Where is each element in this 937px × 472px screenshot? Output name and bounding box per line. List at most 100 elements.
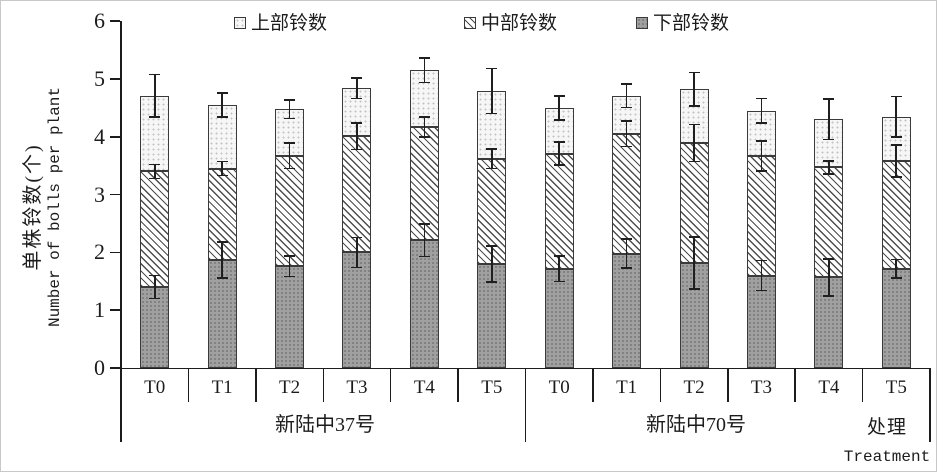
error-bar-middle-新陆中70号-T1-cap-bottom xyxy=(621,145,633,148)
error-bar-total-新陆中37号-T5-cap-bottom xyxy=(486,112,498,115)
x-tick-label-新陆中70号-T1: T1 xyxy=(616,377,638,398)
error-bar-middle-新陆中37号-T2-cap-top xyxy=(284,142,296,144)
bar-segment-lower-新陆中70号-T4 xyxy=(814,277,844,368)
bar-segment-lower-新陆中70号-T0 xyxy=(544,268,574,368)
x-cell-tick-1 xyxy=(187,368,190,402)
error-bar-total-新陆中70号-T4-cap-bottom xyxy=(823,138,835,141)
error-bar-lower-新陆中37号-T0 xyxy=(153,275,156,299)
error-bar-lower-新陆中70号-T0-cap-top xyxy=(553,255,565,257)
x-cell-tick-10 xyxy=(794,368,796,402)
error-bar-lower-新陆中37号-T0-cap-top xyxy=(149,274,161,277)
y-tick-4 xyxy=(110,136,120,138)
error-bar-lower-新陆中70号-T0-cap-bottom xyxy=(553,280,565,283)
error-bar-middle-新陆中37号-T5-cap-bottom xyxy=(486,167,498,170)
legend-label-upper: 上部铃数 xyxy=(251,12,328,34)
error-bar-total-新陆中37号-T3-cap-bottom xyxy=(351,97,363,100)
x-tick-label-新陆中37号-T1: T1 xyxy=(211,377,233,398)
x-axis-title: 处理 Treatment xyxy=(827,417,936,466)
error-bar-middle-新陆中70号-T1 xyxy=(625,121,628,147)
bar-segment-middle-新陆中37号-T4 xyxy=(409,126,439,241)
error-bar-middle-新陆中37号-T0-cap-bottom xyxy=(149,177,161,180)
error-bar-lower-新陆中37号-T1-cap-bottom xyxy=(216,277,228,279)
error-bar-lower-新陆中37号-T2 xyxy=(288,255,291,277)
x-tick-label-新陆中70号-T0: T0 xyxy=(548,377,570,398)
error-bar-lower-新陆中70号-T3-cap-bottom xyxy=(755,289,767,292)
bar-segment-middle-新陆中37号-T0 xyxy=(140,171,170,288)
bar-segment-middle-新陆中70号-T2 xyxy=(679,143,709,263)
error-bar-lower-新陆中70号-T5-cap-bottom xyxy=(890,277,902,279)
error-bar-total-新陆中37号-T3-cap-top xyxy=(351,77,363,79)
legend-swatch-middle-icon xyxy=(464,17,476,29)
legend-item-upper: 上部铃数 xyxy=(234,13,327,33)
error-bar-total-新陆中37号-T4 xyxy=(423,58,426,83)
y-tick-label-6: 6 xyxy=(94,8,105,34)
error-bar-middle-新陆中37号-T3-cap-top xyxy=(351,122,363,124)
x-group-boundary-12 xyxy=(929,368,931,442)
error-bar-lower-新陆中37号-T3-cap-top xyxy=(351,236,363,239)
error-bar-total-新陆中37号-T1-cap-top xyxy=(216,92,228,94)
error-bar-total-新陆中37号-T0 xyxy=(153,74,156,118)
error-bar-middle-新陆中70号-T3-cap-bottom xyxy=(755,170,767,172)
bar-segment-middle-新陆中70号-T0 xyxy=(544,153,574,269)
error-bar-total-新陆中70号-T0-cap-top xyxy=(553,94,565,97)
error-bar-total-新陆中37号-T3 xyxy=(356,77,358,99)
error-bar-total-新陆中37号-T0-cap-top xyxy=(149,73,161,76)
y-tick-label-2: 2 xyxy=(94,239,105,265)
bar-segment-middle-新陆中70号-T3 xyxy=(746,155,776,276)
x-axis-title-en: Treatment xyxy=(843,448,931,466)
error-bar-middle-新陆中70号-T3-cap-top xyxy=(755,140,767,142)
error-bar-middle-新陆中37号-T3-cap-bottom xyxy=(351,148,363,151)
bar-segment-lower-新陆中70号-T1 xyxy=(612,253,642,368)
error-bar-lower-新陆中37号-T2-cap-top xyxy=(284,255,296,257)
bar-segment-lower-新陆中37号-T5 xyxy=(477,263,507,368)
error-bar-middle-新陆中70号-T2-cap-bottom xyxy=(688,160,700,163)
legend-label-middle: 中部铃数 xyxy=(481,12,558,34)
y-axis-title-zh: 单株铃数(个) xyxy=(22,143,44,271)
error-bar-total-新陆中37号-T5-cap-top xyxy=(486,67,498,70)
error-bar-lower-新陆中37号-T1 xyxy=(221,241,223,278)
x-cell-tick-5 xyxy=(457,368,459,402)
error-bar-total-新陆中37号-T0-cap-bottom xyxy=(149,116,161,118)
x-cell-tick-7 xyxy=(592,368,594,402)
error-bar-total-新陆中70号-T3 xyxy=(760,98,763,123)
error-bar-total-新陆中70号-T3-cap-bottom xyxy=(755,122,767,124)
error-bar-middle-新陆中37号-T2-cap-bottom xyxy=(284,167,296,170)
error-bar-lower-新陆中37号-T2-cap-bottom xyxy=(284,275,296,278)
error-bar-lower-新陆中70号-T3-cap-top xyxy=(755,259,767,262)
error-bar-total-新陆中70号-T5-cap-bottom xyxy=(890,136,902,138)
error-bar-lower-新陆中70号-T1-cap-top xyxy=(621,238,633,240)
error-bar-middle-新陆中37号-T5-cap-top xyxy=(486,148,498,150)
bar-segment-middle-新陆中70号-T5 xyxy=(881,161,911,269)
error-bar-total-新陆中70号-T5-cap-top xyxy=(890,95,902,98)
error-bar-middle-新陆中70号-T2 xyxy=(693,124,695,162)
error-bar-middle-新陆中70号-T0-cap-top xyxy=(553,141,565,143)
x-cell-tick-2 xyxy=(255,368,257,402)
error-bar-lower-新陆中37号-T4-cap-bottom xyxy=(418,255,430,258)
error-bar-middle-新陆中37号-T0 xyxy=(153,164,156,179)
error-bar-middle-新陆中37号-T5 xyxy=(490,148,493,169)
error-bar-lower-新陆中70号-T5 xyxy=(895,259,898,278)
error-bar-middle-新陆中70号-T0 xyxy=(558,142,560,166)
error-bar-middle-新陆中37号-T4-cap-top xyxy=(418,116,430,118)
x-tick-label-新陆中37号-T5: T5 xyxy=(481,377,503,398)
x-tick-label-新陆中37号-T2: T2 xyxy=(278,377,301,398)
bar-segment-middle-新陆中37号-T3 xyxy=(342,136,372,253)
error-bar-total-新陆中70号-T1-cap-top xyxy=(621,83,633,85)
error-bar-total-新陆中70号-T2 xyxy=(693,72,695,107)
error-bar-middle-新陆中37号-T4 xyxy=(423,117,426,137)
legend-item-middle: 中部铃数 xyxy=(464,13,557,33)
error-bar-total-新陆中37号-T1 xyxy=(221,92,223,118)
y-tick-2 xyxy=(110,251,120,254)
y-tick-label-0: 0 xyxy=(94,355,105,380)
x-tick-label-新陆中70号-T2: T2 xyxy=(683,377,705,398)
error-bar-middle-新陆中70号-T0-cap-bottom xyxy=(553,164,565,166)
group-label-cultivar-37: 新陆中37号 xyxy=(275,414,375,436)
error-bar-middle-新陆中70号-T3 xyxy=(760,140,763,171)
error-bar-middle-新陆中70号-T5 xyxy=(895,144,898,178)
error-bar-total-新陆中37号-T1-cap-bottom xyxy=(216,116,228,118)
error-bar-lower-新陆中70号-T0 xyxy=(558,255,560,282)
x-group-boundary-6 xyxy=(524,368,527,442)
x-tick-label-新陆中37号-T4: T4 xyxy=(413,377,435,398)
error-bar-middle-新陆中70号-T5-cap-top xyxy=(890,144,902,146)
